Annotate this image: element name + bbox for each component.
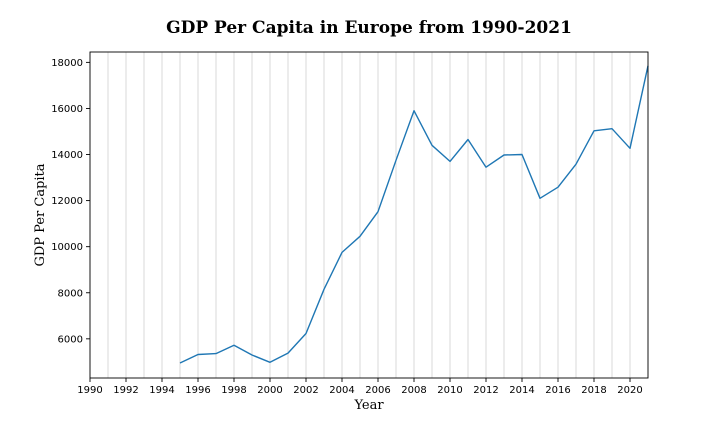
x-tick-label: 2010 xyxy=(437,385,462,396)
y-tick-label: 8000 xyxy=(58,288,83,299)
y-tick-label: 16000 xyxy=(51,104,83,115)
x-axis-label: Year xyxy=(353,398,384,413)
x-tick-label: 2012 xyxy=(473,385,498,396)
x-tick-label: 2004 xyxy=(329,385,354,396)
y-tick-label: 6000 xyxy=(58,334,83,345)
series-layer xyxy=(179,65,649,364)
x-axis: 1990 1992 1994 1996 1998 2000 2002 2004 2006 2008… xyxy=(77,378,643,396)
x-tick-label: 2006 xyxy=(365,385,390,396)
x-tick-label: 2020 xyxy=(617,385,642,396)
y-tick-label: 10000 xyxy=(51,242,83,253)
y-axis: 6000 8000 10000 12000 14000 16000 18000 xyxy=(51,58,90,345)
x-tick-label: 1990 xyxy=(77,385,102,396)
chart-title: GDP Per Capita in Europe from 1990-2021 xyxy=(166,18,572,38)
x-tick-label: 2014 xyxy=(509,385,534,396)
x-tick-label: 2018 xyxy=(581,385,606,396)
x-tick-label: 2002 xyxy=(293,385,318,396)
x-tick-label: 2008 xyxy=(401,385,426,396)
y-tick-label: 12000 xyxy=(51,196,83,207)
x-tick-label: 2000 xyxy=(257,385,282,396)
y-tick-label: 18000 xyxy=(51,58,83,69)
x-tick-label: 2016 xyxy=(545,385,570,396)
x-tick-label: 1996 xyxy=(185,385,210,396)
x-tick-label: 1994 xyxy=(149,385,174,396)
plot-frame xyxy=(89,51,649,379)
gridlines xyxy=(89,52,649,378)
y-axis-label: GDP Per Capita xyxy=(33,163,48,266)
x-tick-label: 1992 xyxy=(113,385,138,396)
y-tick-label: 14000 xyxy=(51,150,83,161)
x-tick-label: 1998 xyxy=(221,385,246,396)
series-line xyxy=(179,65,649,364)
